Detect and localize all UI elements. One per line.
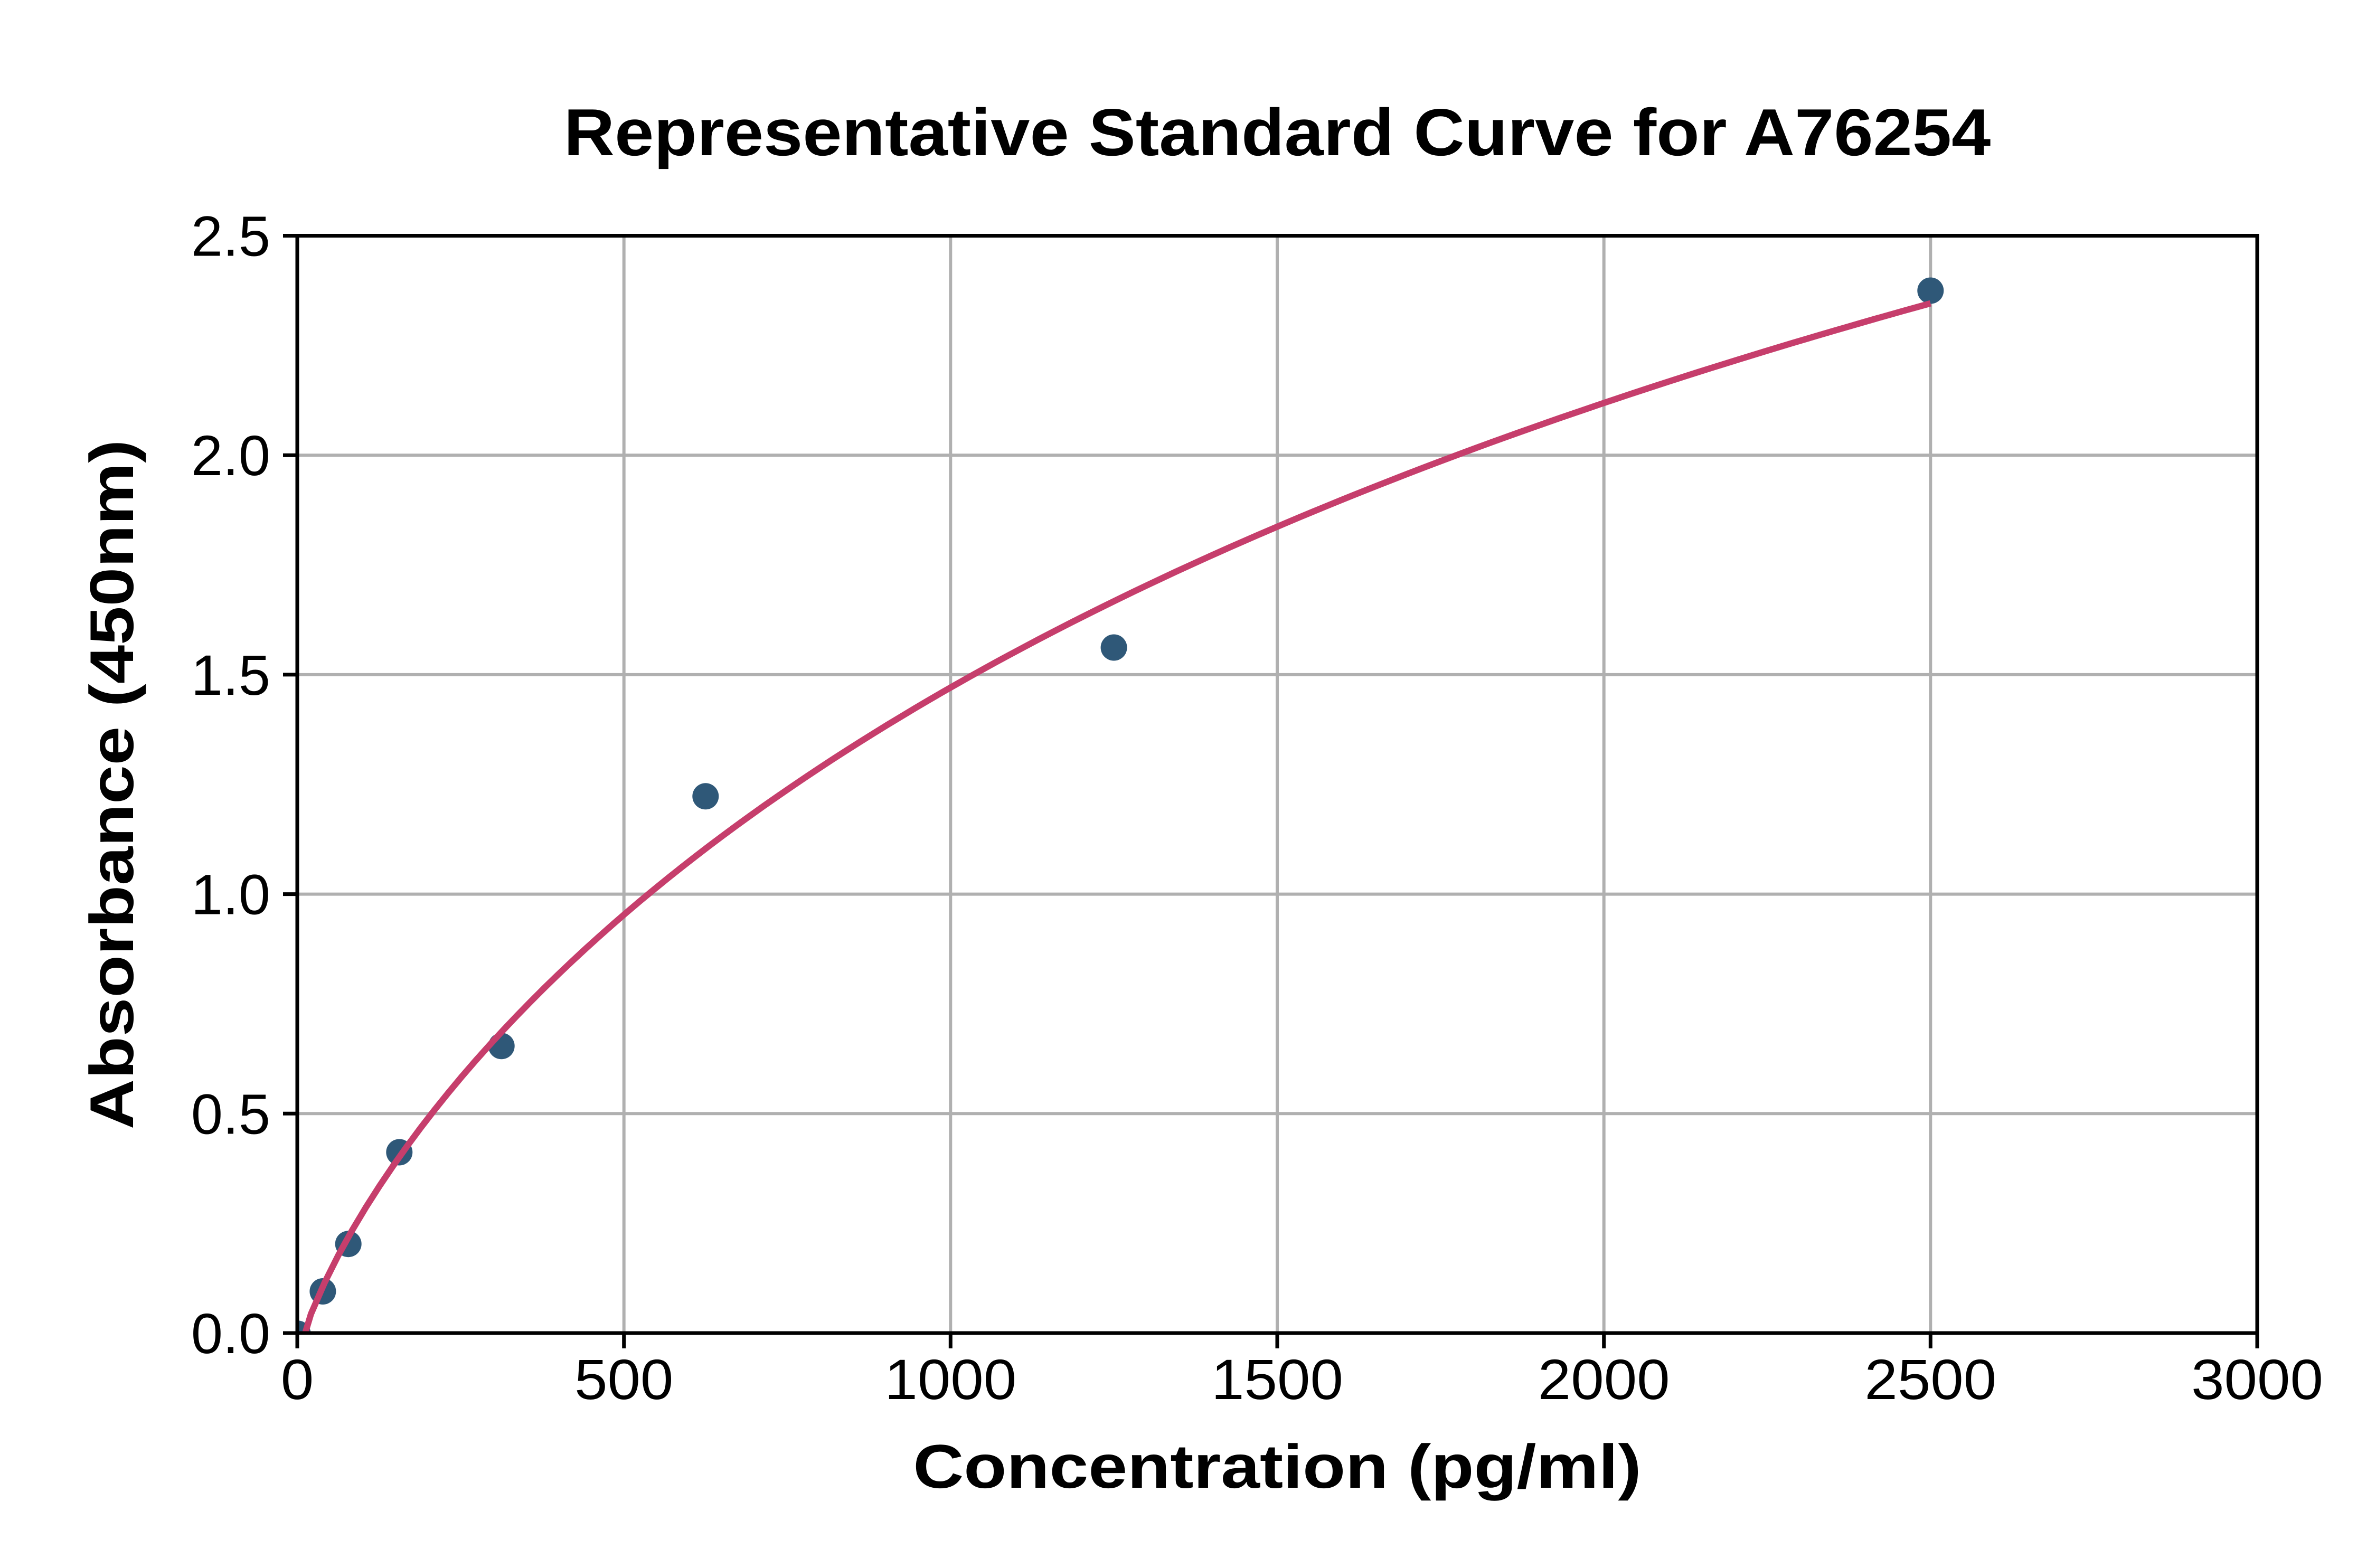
svg-text:2000: 2000 (1538, 1348, 1670, 1412)
svg-text:1000: 1000 (884, 1348, 1016, 1412)
svg-text:0: 0 (281, 1348, 314, 1412)
svg-text:0.5: 0.5 (191, 1082, 270, 1146)
svg-text:Concentration (pg/ml): Concentration (pg/ml) (913, 1432, 1641, 1501)
svg-text:3000: 3000 (2191, 1348, 2323, 1412)
svg-text:2500: 2500 (1864, 1348, 1996, 1412)
svg-text:2.5: 2.5 (191, 204, 270, 268)
svg-text:Absorbance (450nm): Absorbance (450nm) (78, 440, 146, 1130)
svg-text:1.5: 1.5 (191, 643, 270, 707)
svg-text:500: 500 (574, 1348, 673, 1412)
svg-text:1.0: 1.0 (191, 863, 270, 927)
svg-text:Representative Standard Curve: Representative Standard Curve for A76254 (564, 95, 1991, 169)
svg-text:0.0: 0.0 (191, 1301, 270, 1365)
svg-text:1500: 1500 (1211, 1348, 1343, 1412)
svg-text:2.0: 2.0 (191, 423, 270, 487)
